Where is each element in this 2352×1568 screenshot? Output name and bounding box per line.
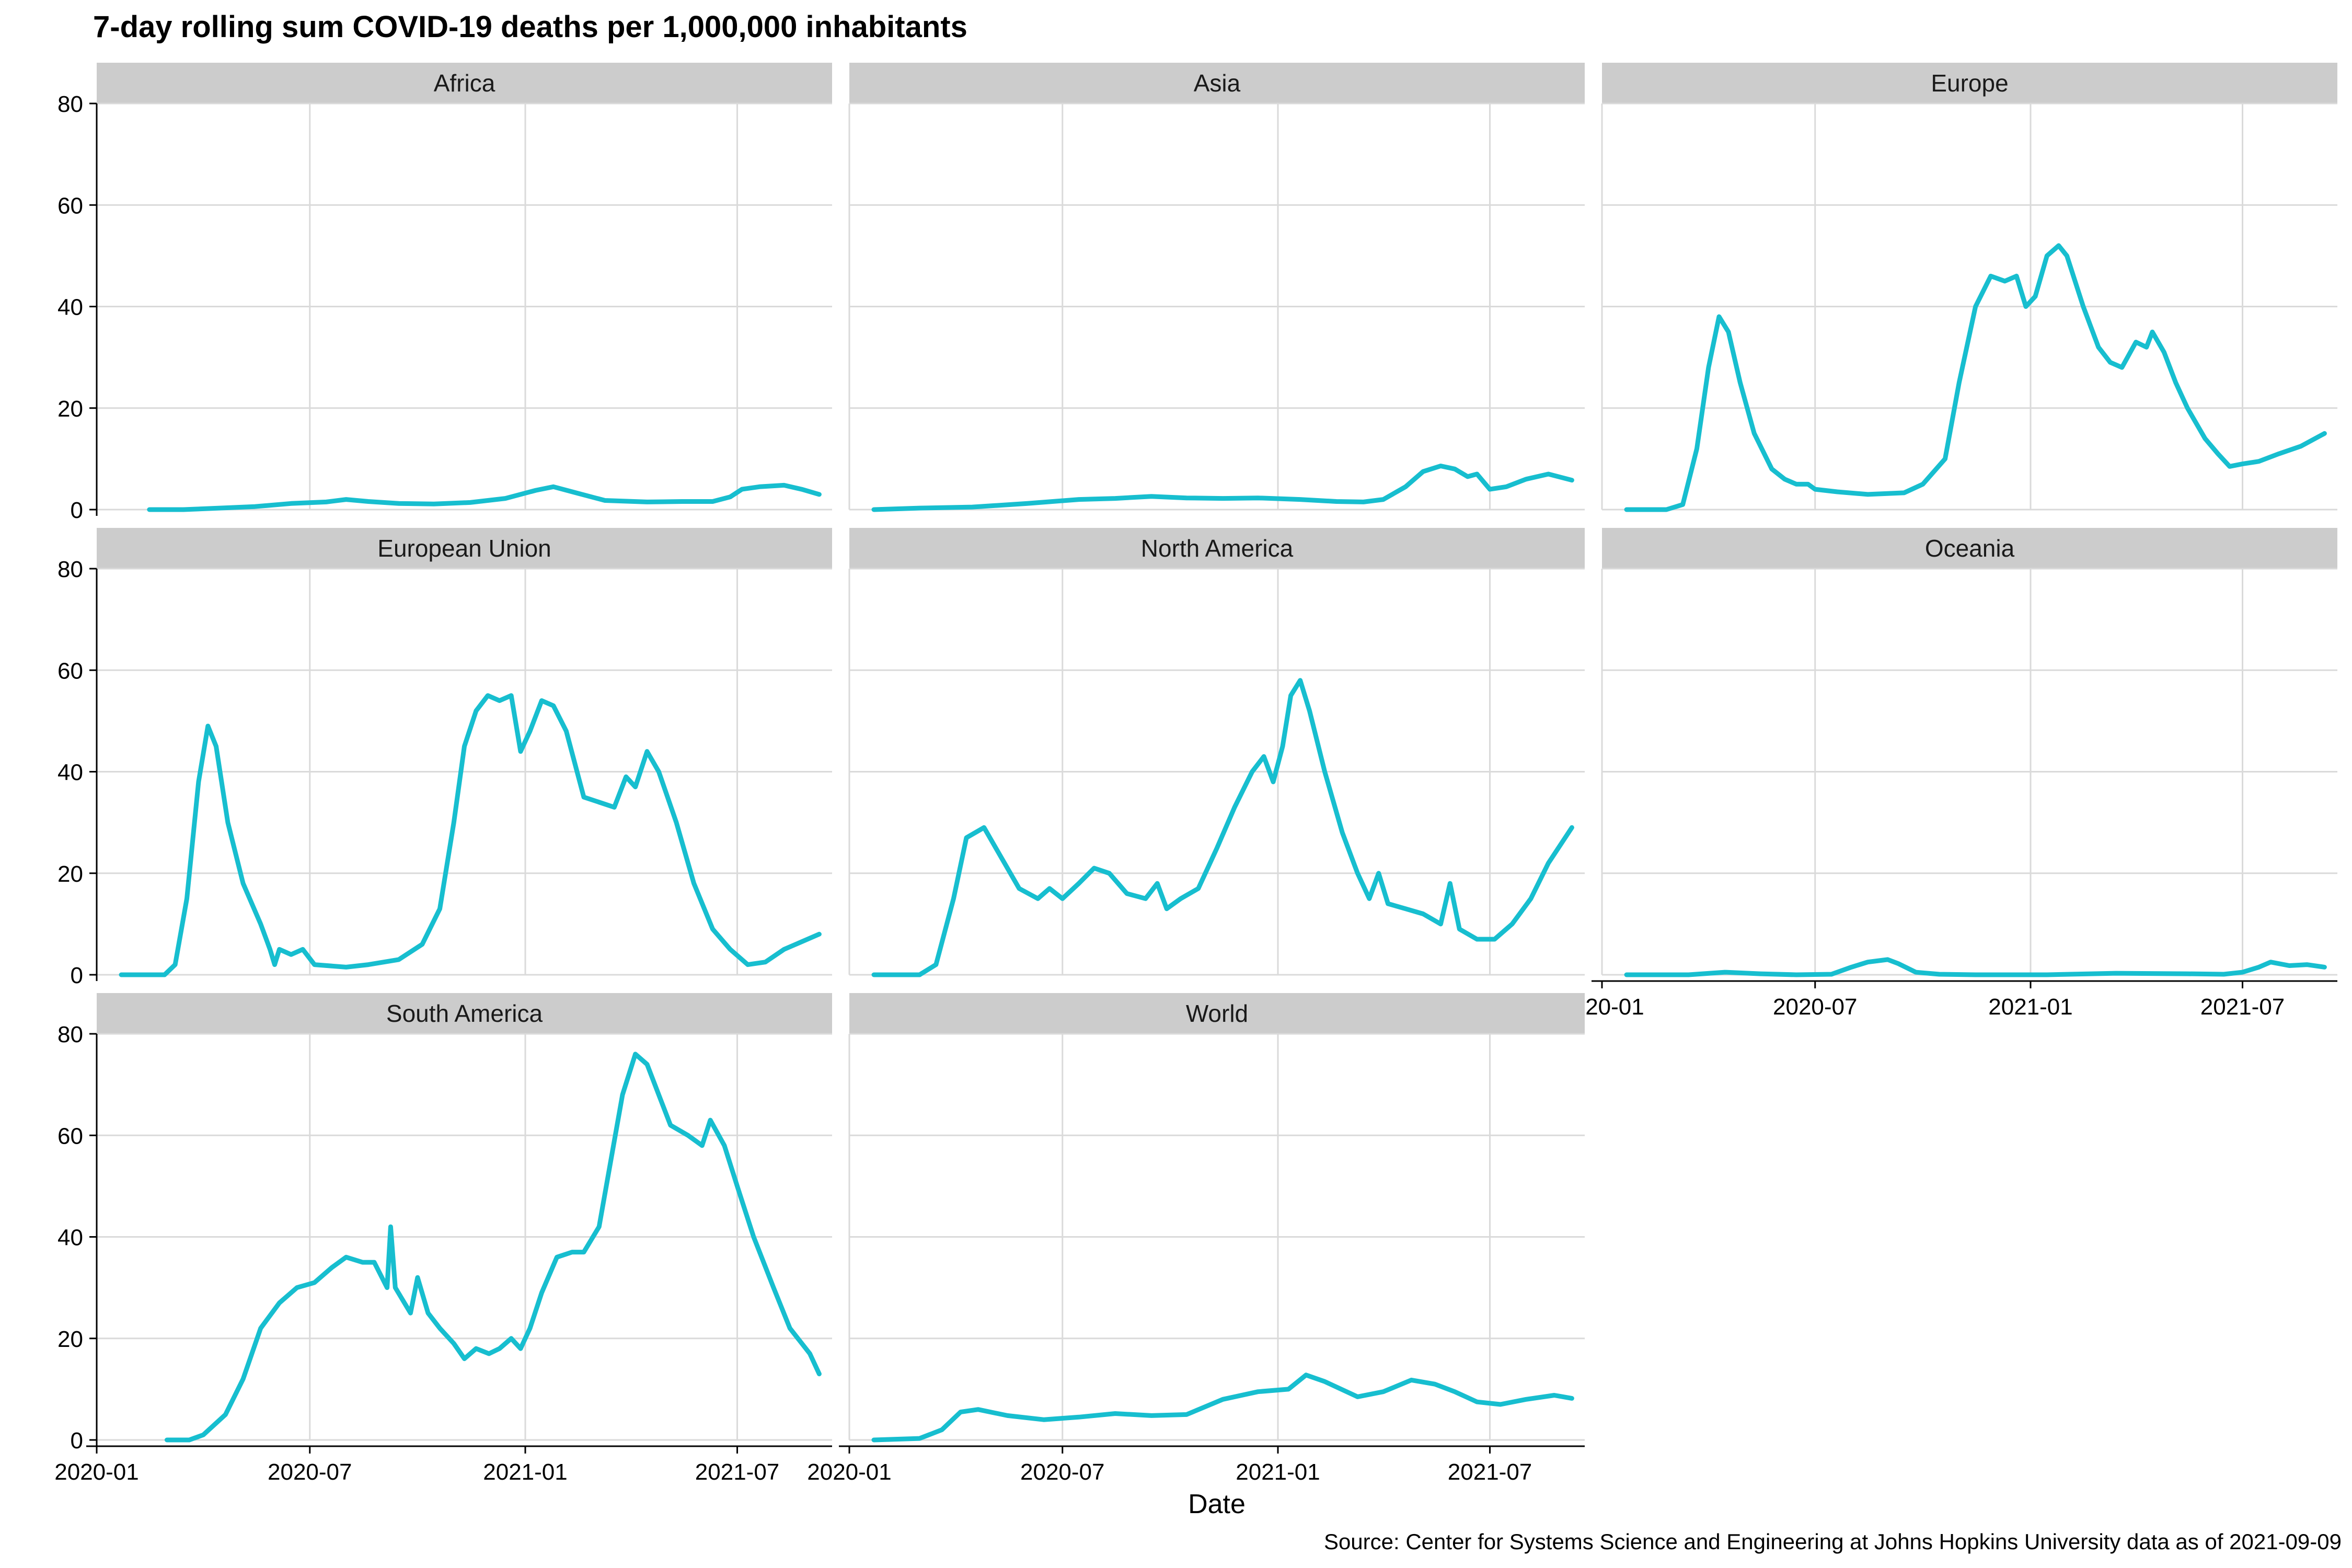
facet-europe: Europe	[1601, 63, 2337, 512]
y-tick-label: 80	[57, 91, 83, 117]
series-line-european-union	[119, 693, 822, 977]
series-line-asia	[871, 464, 1574, 512]
facet-strip-south-america	[97, 993, 832, 1034]
y-tick-label: 80	[57, 1022, 83, 1047]
y-tick-label: 0	[71, 498, 83, 523]
facet-world: World 2020-01 2020-07 2021-01 2021-07	[807, 993, 1585, 1485]
x-tick-label: 2020-07	[1020, 1459, 1104, 1485]
facet-strip-africa	[97, 63, 832, 103]
y-tick-label: 40	[57, 1225, 83, 1251]
x-tick-label: 2021-07	[1448, 1459, 1532, 1485]
facet-africa: Africa 0 20 40 60 80	[57, 63, 832, 523]
facet-strip-world	[849, 993, 1585, 1034]
y-tick-label: 60	[57, 658, 83, 684]
facet-strip-asia	[849, 63, 1585, 103]
chart-title: 7-day rolling sum COVID-19 deaths per 1,…	[93, 10, 967, 44]
facet-strip-oceania	[1602, 528, 2337, 569]
facet-label-europe: Europe	[1931, 70, 2008, 97]
x-tick-label: 2020-07	[1773, 994, 1857, 1020]
x-tick-label: 2020-07	[268, 1459, 352, 1485]
source-caption: Source: Center for Systems Science and E…	[1323, 1529, 2342, 1554]
y-tick-label: 40	[57, 760, 83, 786]
y-tick-label: 40	[57, 295, 83, 320]
facet-strip-north-america	[849, 528, 1585, 569]
facet-label-oceania: Oceania	[1925, 535, 2015, 562]
facet-label-north-america: North America	[1141, 535, 1294, 562]
facet-south-america: South America 0 20 40 60 80 2020-01 2020-07 2021…	[54, 993, 832, 1485]
y-tick-label: 0	[71, 963, 83, 988]
y-tick-label: 0	[71, 1428, 83, 1454]
facet-north-america: North America	[848, 528, 1585, 977]
x-tick-label: 2021-01	[1988, 994, 2072, 1020]
x-tick-label: 2021-07	[2200, 994, 2285, 1020]
facet-asia: Asia	[848, 63, 1585, 512]
y-tick-label: 60	[57, 1123, 83, 1149]
y-tick-label: 60	[57, 193, 83, 218]
y-tick-label: 20	[57, 396, 83, 422]
facet-label-european-union: European Union	[377, 535, 551, 562]
y-tick-label: 80	[57, 557, 83, 582]
series-line-europe	[1624, 243, 2327, 512]
x-tick-label: 2021-07	[695, 1459, 779, 1485]
series-line-oceania	[1624, 957, 2327, 977]
x-tick-label: 2021-01	[483, 1459, 567, 1485]
facet-label-south-america: South America	[386, 1000, 543, 1027]
facet-label-world: World	[1186, 1000, 1248, 1027]
y-tick-label: 20	[57, 1327, 83, 1352]
x-tick-label: 2020-01	[807, 1459, 891, 1485]
series-line-world	[871, 1373, 1574, 1443]
facet-label-asia: Asia	[1194, 70, 1241, 97]
x-tick-label: 2020-01	[54, 1459, 139, 1485]
facet-european-union: European Union 0 20 40 60 80	[57, 528, 832, 988]
facet-label-africa: Africa	[434, 70, 495, 97]
x-tick-label: 2021-01	[1236, 1459, 1320, 1485]
series-line-north-america	[871, 678, 1574, 977]
series-line-south-america	[164, 1052, 822, 1443]
series-line-africa	[147, 482, 822, 512]
facet-strip-european-union	[97, 528, 832, 569]
x-axis-title: Date	[1188, 1489, 1246, 1519]
facet-strip-europe	[1602, 63, 2337, 103]
y-tick-label: 20	[57, 861, 83, 887]
